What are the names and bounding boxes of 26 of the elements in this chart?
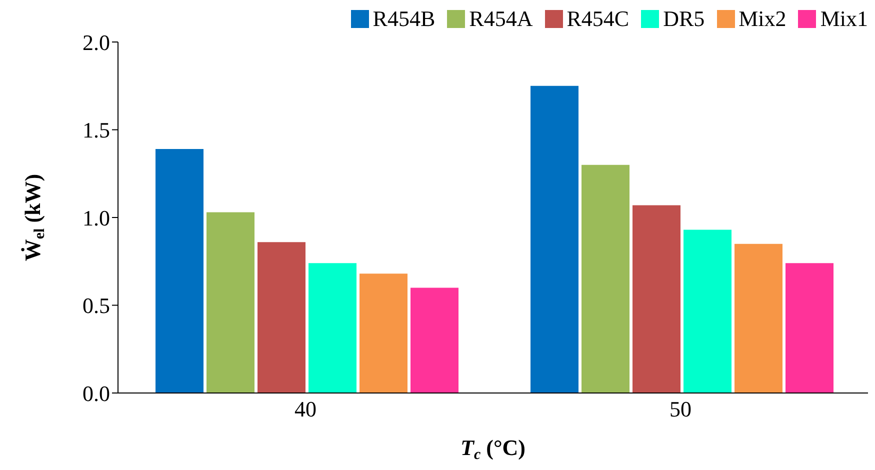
- bar: [258, 242, 306, 393]
- bar: [786, 263, 834, 393]
- x-tick-label: 50: [670, 396, 692, 422]
- y-tick-label: 1.5: [82, 118, 110, 143]
- legend-label: DR5: [663, 6, 705, 32]
- x-axis-title: T$_{c}$ (°C): [460, 435, 526, 463]
- y-tick-label: 1.0: [82, 205, 110, 230]
- bar: [308, 263, 356, 393]
- x-tick-label: 40: [294, 396, 316, 422]
- legend-label: R454A: [469, 6, 533, 32]
- y-tick-label: 0.5: [82, 293, 110, 318]
- legend-label: R454B: [372, 6, 436, 32]
- legend-label: Mix1: [820, 6, 868, 32]
- bar: [360, 274, 408, 393]
- bar: [410, 288, 458, 393]
- y-tick-label: 0.0: [82, 380, 110, 406]
- bar: [206, 212, 254, 393]
- y-tick-label: 2.0: [82, 30, 110, 55]
- bar: [734, 244, 782, 393]
- bar: [684, 230, 732, 393]
- bar: [530, 86, 578, 393]
- legend-label: R454C: [566, 6, 630, 32]
- legend-label: Mix2: [738, 6, 786, 32]
- bar: [156, 149, 204, 393]
- bar: [632, 205, 680, 393]
- bar: [582, 164, 630, 393]
